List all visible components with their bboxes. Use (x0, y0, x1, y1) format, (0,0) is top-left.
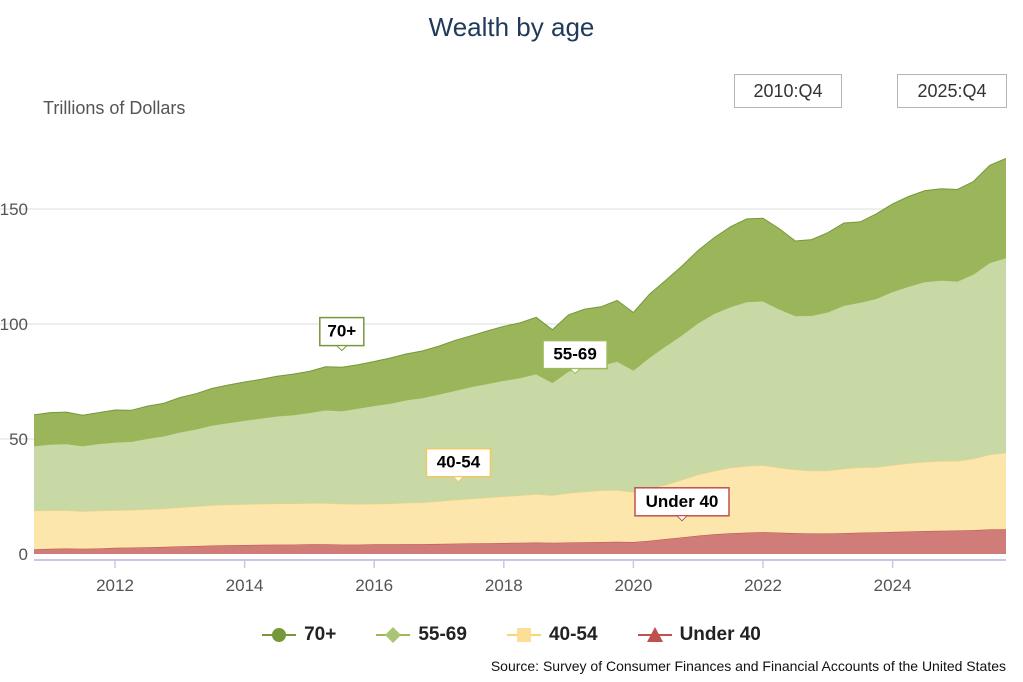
annotation-label: 55-69 (553, 345, 596, 364)
legend-diamond-marker-icon (376, 627, 411, 643)
legend-label: 55-69 (418, 624, 467, 645)
annotation-label: 40-54 (437, 453, 481, 472)
annotation-pointer (452, 476, 465, 483)
area-40-54 (34, 452, 1006, 550)
x-tick-label: 2012 (96, 576, 134, 595)
legend-label: 70+ (304, 624, 337, 645)
legend-item-55-69[interactable]: 55-69 (376, 624, 467, 646)
x-tick-label: 2024 (874, 576, 912, 595)
series-line (33, 157, 1007, 416)
x-tick-label: 2018 (485, 576, 523, 595)
x-tick-label: 2014 (226, 576, 264, 595)
wealth-area-chart: 0 50 100 150 2012 2014 2016 2018 2020 2022 2024 70+… (0, 157, 1007, 595)
area-55-69 (34, 257, 1006, 512)
legend-square-marker-icon (506, 628, 541, 642)
legend: 70+ 55-69 40-54 Under 40 (0, 624, 1023, 646)
annotation-box (634, 487, 730, 517)
area-70- (34, 158, 1006, 446)
legend-circle-marker-icon (262, 628, 297, 642)
area-under-40 (34, 529, 1006, 554)
chart-title: Wealth by age (428, 12, 595, 42)
x-tick-label: 2020 (614, 576, 652, 595)
legend-label: Under 40 (679, 624, 761, 645)
range-end-box[interactable]: 2025:Q4 (897, 74, 1007, 108)
y-axis-label: Trillions of Dollars (43, 98, 186, 118)
annotation-box (319, 316, 365, 347)
legend-triangle-marker-icon (637, 627, 672, 642)
annotation-pointer (675, 515, 689, 522)
legend-item-under-40[interactable]: Under 40 (637, 624, 761, 646)
y-tick-label: 50 (9, 430, 28, 449)
annotation-box (542, 339, 608, 370)
annotation-pointer (335, 345, 349, 352)
legend-item-70-plus[interactable]: 70+ (262, 624, 336, 646)
y-tick-label: 150 (0, 200, 28, 219)
legend-item-40-54[interactable]: 40-54 (506, 624, 598, 646)
source-note: Source: Survey of Consumer Finances and … (490, 658, 1006, 674)
annotation-label: Under 40 (646, 492, 719, 511)
legend-label: 40-54 (548, 624, 598, 645)
x-tick-label: 2016 (355, 576, 393, 595)
x-tick-label: 2022 (744, 576, 782, 595)
annotation-pointer (568, 368, 582, 375)
annotation-label: 70+ (327, 322, 356, 341)
y-tick-label: 100 (0, 315, 28, 334)
range-start-box[interactable]: 2010:Q4 (734, 74, 842, 108)
y-tick-label: 0 (19, 545, 28, 564)
